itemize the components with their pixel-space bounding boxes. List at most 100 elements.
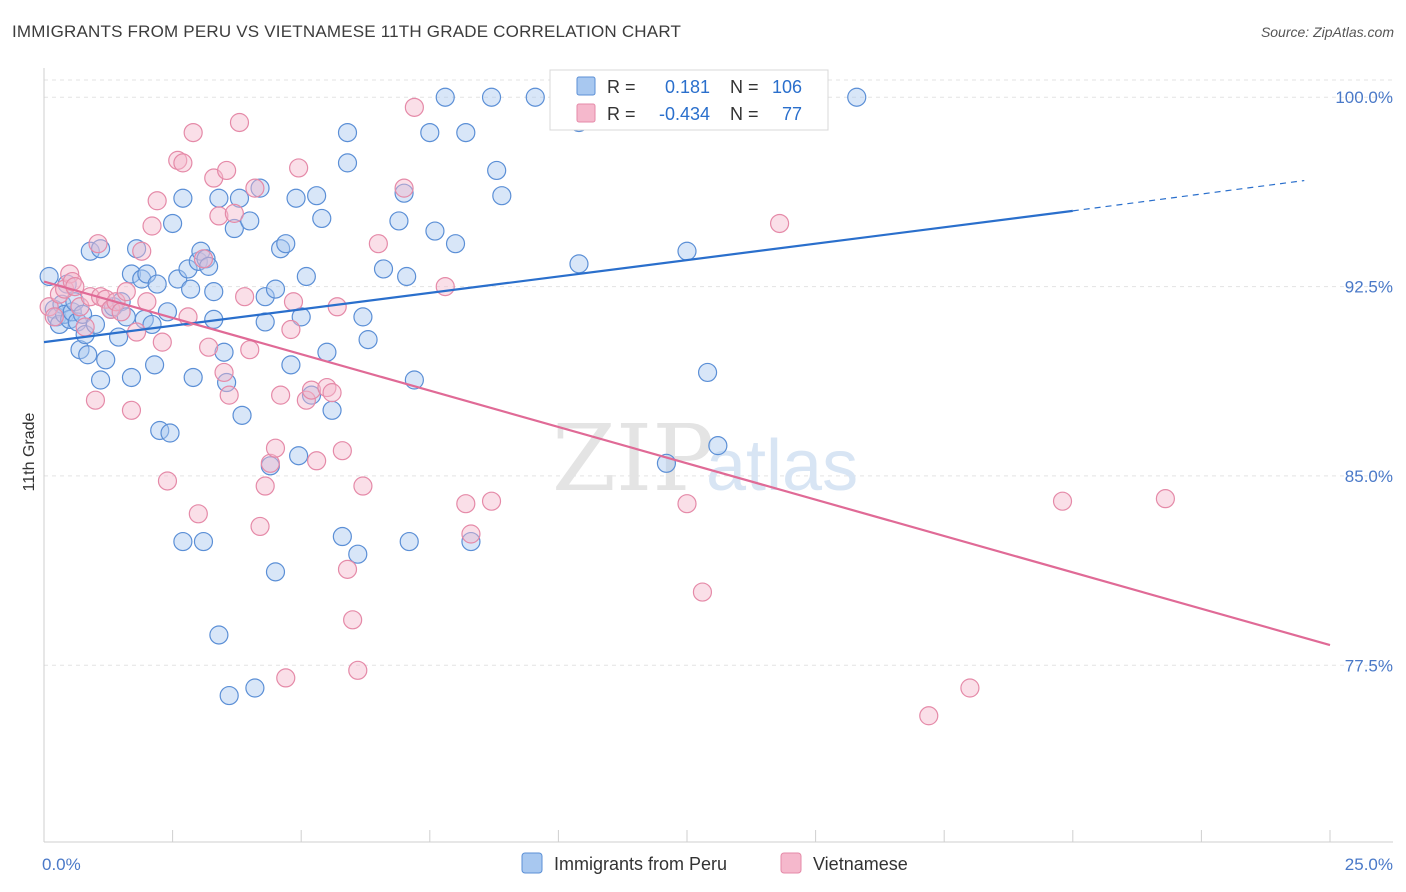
point-peru <box>348 544 368 564</box>
point-peru <box>317 342 337 362</box>
point-peru <box>307 186 327 206</box>
point-peru <box>456 122 476 143</box>
point-peru <box>160 423 180 443</box>
point-peru <box>425 221 445 241</box>
point-vietnamese <box>183 122 203 143</box>
point-vietnamese <box>692 582 713 602</box>
y-tick-labels: 100.0% 92.5% 85.0% 77.5% <box>1335 88 1393 675</box>
point-peru <box>296 266 316 287</box>
point-peru <box>96 350 116 370</box>
point-peru <box>397 266 417 287</box>
point-vietnamese <box>152 332 172 352</box>
stats-swatch-vietnamese <box>576 103 596 123</box>
trend-lines <box>43 179 1331 647</box>
point-peru <box>173 531 193 552</box>
point-peru <box>173 188 193 208</box>
point-peru <box>181 279 201 299</box>
point-vietnamese <box>85 390 106 410</box>
trend-line-vietnamese <box>43 280 1331 647</box>
point-peru <box>322 400 342 420</box>
y-tick-label: 77.5% <box>1345 656 1393 675</box>
point-peru <box>286 188 306 208</box>
point-vietnamese <box>147 191 167 211</box>
point-peru <box>75 324 95 345</box>
point-vietnamese <box>116 282 136 302</box>
point-vietnamese <box>301 380 322 400</box>
point-vietnamese <box>245 178 265 198</box>
point-vietnamese <box>322 383 342 403</box>
point-vietnamese <box>353 476 373 496</box>
stats-n-label-vietnamese: N = <box>730 104 759 124</box>
point-peru <box>121 367 142 388</box>
point-peru <box>373 259 394 279</box>
point-peru <box>147 274 167 294</box>
point-vietnamese <box>75 317 95 337</box>
point-vietnamese <box>368 234 388 254</box>
point-vietnamese <box>296 390 316 410</box>
point-vietnamese <box>255 476 275 496</box>
stats-r-value-peru: 0.181 <box>665 77 710 97</box>
point-peru <box>337 153 358 173</box>
point-vietnamese <box>44 307 64 327</box>
series-peru-points <box>39 87 867 706</box>
point-peru <box>265 562 286 582</box>
point-vietnamese <box>283 292 304 312</box>
point-peru <box>214 342 234 362</box>
point-vietnamese <box>456 494 476 514</box>
point-peru <box>487 160 507 181</box>
stats-legend: R = 0.181 N = 106 R = -0.434 N = 77 <box>549 69 829 131</box>
point-vietnamese <box>337 559 358 579</box>
point-peru <box>209 625 229 645</box>
stats-r-value-vietnamese: -0.434 <box>659 104 710 124</box>
trend-line-extension-peru <box>1072 179 1305 212</box>
stats-r-label-vietnamese: R = <box>607 104 636 124</box>
point-peru <box>240 211 260 231</box>
point-vietnamese <box>121 400 142 420</box>
stats-swatch-peru <box>576 76 596 96</box>
point-vietnamese <box>260 453 280 473</box>
point-vietnamese <box>240 340 260 360</box>
point-peru <box>358 330 378 350</box>
point-peru <box>394 183 414 203</box>
point-peru <box>157 302 178 322</box>
series-legend: Immigrants from Peru Vietnamese <box>521 852 908 874</box>
point-peru <box>291 307 311 327</box>
point-vietnamese <box>214 362 234 383</box>
point-vietnamese <box>88 234 108 254</box>
point-peru <box>224 218 244 239</box>
point-peru <box>677 241 697 261</box>
stats-n-label-peru: N = <box>730 77 759 97</box>
point-vietnamese <box>224 203 244 223</box>
point-vietnamese <box>348 660 368 680</box>
point-peru <box>353 307 373 327</box>
point-vietnamese <box>173 153 193 173</box>
point-vietnamese <box>209 206 229 226</box>
series-vietnamese-points <box>39 97 1175 726</box>
point-peru <box>72 304 93 324</box>
legend-swatch-vietnamese <box>780 852 802 874</box>
legend-label-peru: Immigrants from Peru <box>554 854 727 874</box>
point-peru <box>492 186 512 206</box>
point-peru <box>281 355 301 375</box>
x-tick-label-max: 25.0% <box>1345 855 1393 874</box>
y-axis-title: 11th Grade <box>21 412 38 491</box>
point-peru <box>337 122 358 143</box>
point-vietnamese <box>229 112 250 133</box>
legend-label-vietnamese: Vietnamese <box>813 854 908 874</box>
point-peru <box>178 259 198 279</box>
point-peru <box>399 531 419 552</box>
point-vietnamese <box>481 491 502 511</box>
point-peru <box>229 188 250 208</box>
point-peru <box>255 287 275 307</box>
point-peru <box>126 239 147 259</box>
point-vietnamese <box>394 178 414 198</box>
gridlines <box>44 79 1393 666</box>
point-vietnamese <box>70 297 90 317</box>
axes <box>43 68 1393 843</box>
y-tick-label: 92.5% <box>1345 278 1393 297</box>
point-peru <box>144 355 165 375</box>
point-peru <box>121 264 142 284</box>
watermark-atlas: atlas <box>706 426 858 506</box>
point-vietnamese <box>343 610 363 630</box>
